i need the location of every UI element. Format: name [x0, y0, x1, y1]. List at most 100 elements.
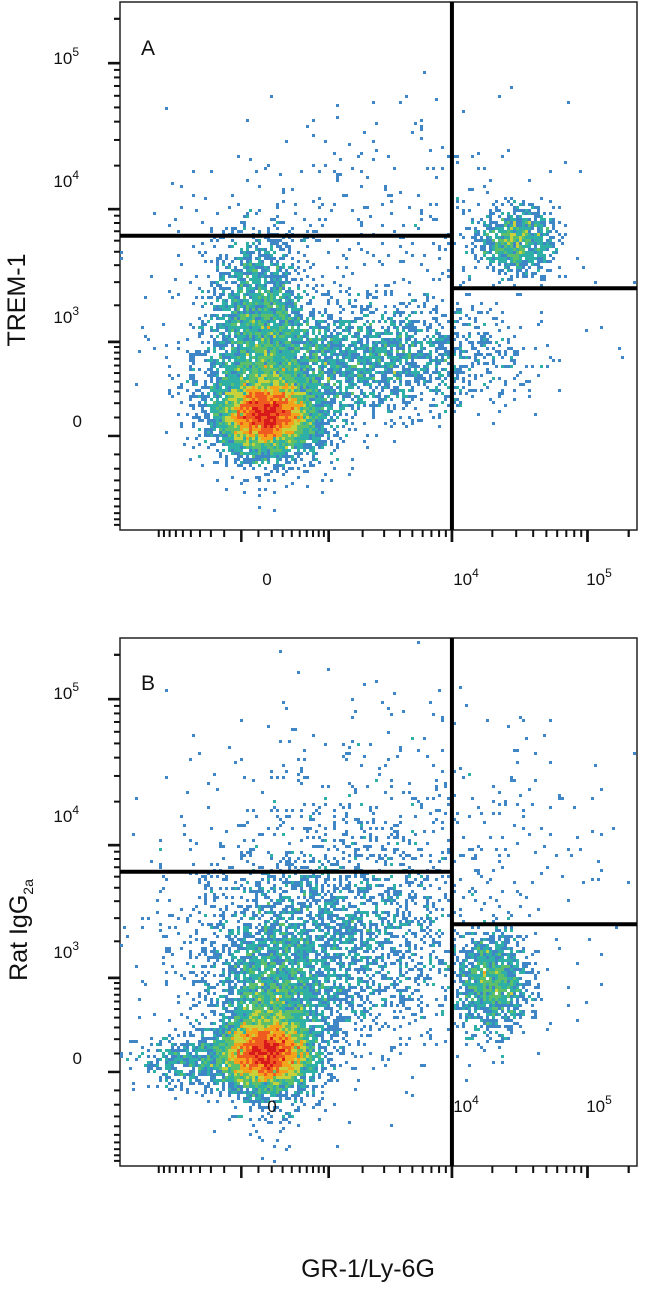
density-point	[285, 389, 288, 392]
density-point	[315, 344, 318, 347]
density-point	[267, 317, 270, 320]
density-point	[216, 413, 219, 416]
density-point	[297, 374, 300, 377]
density-point	[381, 386, 384, 389]
density-point	[282, 281, 285, 284]
density-point	[303, 446, 306, 449]
density-point	[447, 155, 450, 158]
density-point	[321, 413, 324, 416]
density-point	[546, 248, 549, 251]
density-point	[435, 320, 438, 323]
density-point	[318, 824, 321, 827]
density-point	[474, 389, 477, 392]
density-point	[444, 338, 447, 341]
density-point	[234, 407, 237, 410]
density-point	[501, 242, 504, 245]
density-point	[342, 194, 345, 197]
density-point	[435, 308, 438, 311]
density-point	[354, 842, 357, 845]
density-point	[378, 353, 381, 356]
density-point	[330, 317, 333, 320]
density-point	[324, 827, 327, 830]
density-point	[327, 329, 330, 332]
density-point	[321, 491, 324, 494]
density-point	[240, 857, 243, 860]
density-point	[276, 395, 279, 398]
density-point	[291, 338, 294, 341]
density-point	[309, 404, 312, 407]
density-point	[222, 845, 225, 848]
density-point	[252, 410, 255, 413]
density-point	[396, 329, 399, 332]
density-point	[228, 437, 231, 440]
density-point	[516, 206, 519, 209]
density-point	[504, 233, 507, 236]
density-point	[366, 296, 369, 299]
density-point	[501, 254, 504, 257]
density-point	[228, 296, 231, 299]
density-point	[240, 410, 243, 413]
density-point	[261, 395, 264, 398]
density-point	[267, 296, 270, 299]
density-point	[264, 317, 267, 320]
density-point	[147, 338, 150, 341]
density-point	[468, 815, 471, 818]
density-point	[435, 389, 438, 392]
density-point	[369, 854, 372, 857]
density-point	[390, 419, 393, 422]
density-point	[240, 290, 243, 293]
density-point	[309, 437, 312, 440]
density-point	[282, 263, 285, 266]
density-point	[387, 356, 390, 359]
density-point	[258, 401, 261, 404]
density-point	[282, 425, 285, 428]
density-point	[297, 446, 300, 449]
density-point	[303, 254, 306, 257]
density-point	[360, 344, 363, 347]
density-point	[261, 455, 264, 458]
density-point	[555, 251, 558, 254]
density-point	[396, 371, 399, 374]
density-point	[309, 407, 312, 410]
density-point	[273, 359, 276, 362]
density-point	[222, 317, 225, 320]
density-point	[321, 383, 324, 386]
density-point	[411, 737, 414, 740]
density-point	[246, 317, 249, 320]
density-point	[486, 368, 489, 371]
density-point	[288, 374, 291, 377]
density-point	[339, 359, 342, 362]
density-point	[402, 371, 405, 374]
density-point	[462, 854, 465, 857]
density-point	[249, 854, 252, 857]
density-point	[405, 380, 408, 383]
density-point	[459, 767, 462, 770]
density-point	[453, 371, 456, 374]
density-point	[249, 386, 252, 389]
density-point	[291, 863, 294, 866]
density-point	[297, 773, 300, 776]
density-point	[249, 371, 252, 374]
density-point	[444, 353, 447, 356]
density-point	[282, 473, 285, 476]
density-point	[264, 320, 267, 323]
density-point	[273, 509, 276, 512]
density-point	[249, 458, 252, 461]
density-point	[276, 443, 279, 446]
density-point	[285, 308, 288, 311]
density-point	[261, 341, 264, 344]
density-point	[438, 344, 441, 347]
density-point	[597, 860, 600, 863]
density-point	[222, 305, 225, 308]
density-point	[549, 230, 552, 233]
density-point	[513, 260, 516, 263]
density-point	[252, 311, 255, 314]
density-point	[318, 320, 321, 323]
density-point	[507, 257, 510, 260]
density-point	[333, 845, 336, 848]
density-point	[384, 344, 387, 347]
density-point	[219, 455, 222, 458]
density-point	[204, 386, 207, 389]
density-point	[294, 443, 297, 446]
density-point	[513, 263, 516, 266]
